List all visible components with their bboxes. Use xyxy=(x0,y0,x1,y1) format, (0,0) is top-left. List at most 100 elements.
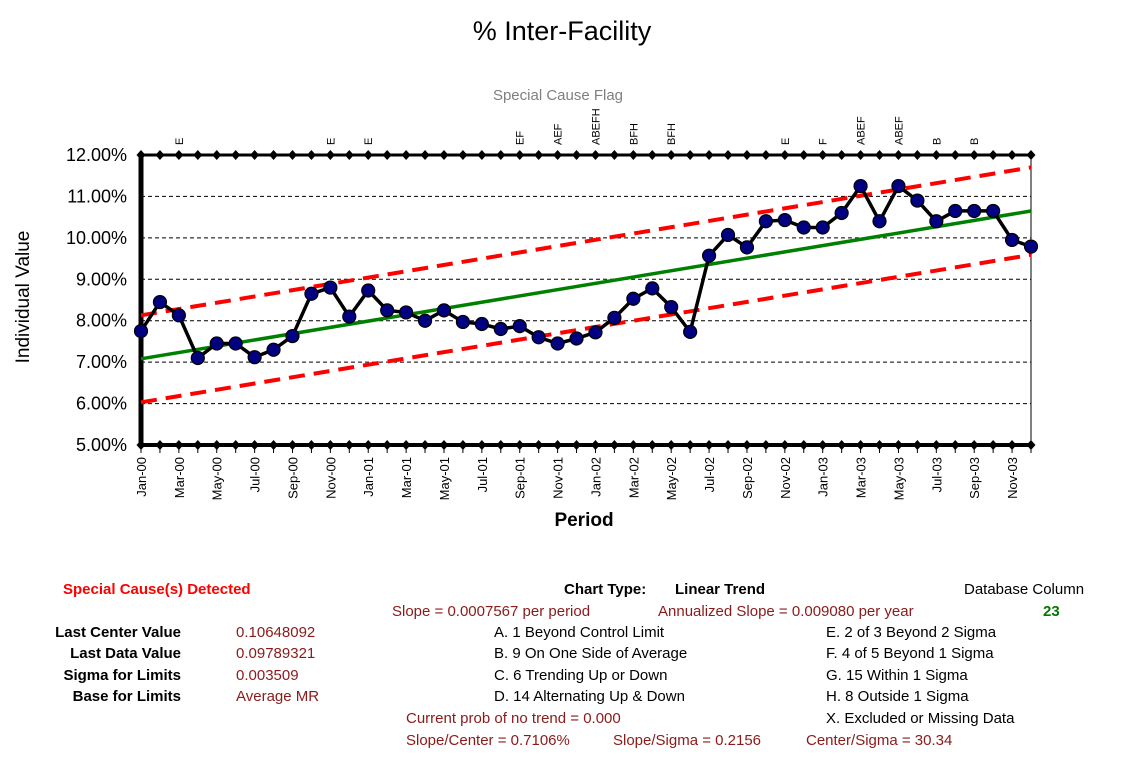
stat-label-last-data: Last Data Value xyxy=(70,645,181,662)
flag-marker xyxy=(344,150,354,160)
stat-value-last-data: 0.09789321 xyxy=(236,645,316,662)
x-tick-label: Sep-00 xyxy=(285,457,300,499)
flag-marker xyxy=(856,150,866,160)
data-point xyxy=(872,214,887,229)
x-tick-label: May-00 xyxy=(210,457,225,500)
flag-marker xyxy=(837,150,847,160)
special-cause-flag: B xyxy=(931,138,943,145)
flag-marker xyxy=(382,150,392,160)
chart-title: % Inter-Facility xyxy=(473,16,652,46)
flag-marker xyxy=(912,150,922,160)
x-tick-label: Mar-00 xyxy=(172,457,187,498)
database-column-value: 23 xyxy=(1043,603,1060,620)
flag-marker xyxy=(439,150,449,160)
flag-marker xyxy=(401,150,411,160)
slope-sigma: Slope/Sigma = 0.2156 xyxy=(613,732,762,749)
data-point xyxy=(323,280,338,295)
data-point xyxy=(361,283,376,298)
y-tick-label: 9.00% xyxy=(76,269,127,289)
flag-marker xyxy=(685,150,695,160)
special-cause-flag: E xyxy=(325,138,337,145)
x-tick-label: May-02 xyxy=(664,457,679,500)
x-tick-label: Jul-00 xyxy=(248,457,263,492)
series-line xyxy=(139,182,1032,361)
flag-marker xyxy=(553,150,563,160)
data-point xyxy=(834,205,849,221)
flag-marker xyxy=(250,150,260,160)
flag-marker xyxy=(704,150,714,160)
data-point xyxy=(683,324,698,339)
data-point xyxy=(399,305,414,320)
x-tick-label: Jul-01 xyxy=(475,457,490,492)
y-tick-label: 11.00% xyxy=(67,186,127,206)
flag-marker xyxy=(287,150,297,160)
annualized-slope-text: Annualized Slope = 0.009080 per year xyxy=(658,603,914,620)
flag-marker xyxy=(628,150,638,160)
flag-marker xyxy=(666,150,676,160)
x-tick-label: Mar-03 xyxy=(854,457,869,498)
data-point xyxy=(512,319,527,334)
x-tick-label: Nov-03 xyxy=(1005,457,1020,499)
data-point xyxy=(493,321,508,337)
stat-label-sigma: Sigma for Limits xyxy=(63,667,181,684)
flag-marker xyxy=(931,150,941,160)
data-point xyxy=(266,342,281,357)
y-tick-label: 12.00% xyxy=(66,145,127,165)
x-tick-label: Jan-00 xyxy=(134,457,149,497)
special-cause-flag: BFH xyxy=(666,123,678,145)
data-point xyxy=(152,294,168,310)
x-axis-label: Period xyxy=(554,510,613,531)
flag-marker xyxy=(572,150,582,160)
flag-marker xyxy=(780,150,790,160)
flag-marker xyxy=(799,150,809,160)
rule-e: E. 2 of 3 Beyond 2 Sigma xyxy=(826,624,997,641)
data-point xyxy=(815,220,830,235)
rule-a: A. 1 Beyond Control Limit xyxy=(494,624,665,641)
stat-value-base: Average MR xyxy=(236,688,320,705)
rule-x: X. Excluded or Missing Data xyxy=(826,710,1015,727)
y-axis-label: Individual Value xyxy=(13,231,34,364)
data-point xyxy=(550,336,565,351)
slope-center: Slope/Center = 0.7106% xyxy=(406,732,570,749)
center-sigma: Center/Sigma = 30.34 xyxy=(806,732,953,749)
data-point xyxy=(190,350,205,366)
flag-marker xyxy=(477,150,487,160)
special-cause-flag: ABEF xyxy=(893,116,905,145)
data-point xyxy=(474,316,489,332)
data-point xyxy=(701,248,717,263)
data-point xyxy=(948,203,963,219)
rule-h: H. 8 Outside 1 Sigma xyxy=(826,688,969,705)
special-cause-flag-caption: Special Cause Flag xyxy=(493,87,623,104)
data-point xyxy=(720,227,736,243)
special-cause-flag: E xyxy=(363,138,375,145)
flag-marker xyxy=(231,150,241,160)
flag-marker xyxy=(420,150,430,160)
data-point xyxy=(758,214,773,229)
stat-label-last-center: Last Center Value xyxy=(55,624,181,641)
data-point xyxy=(1004,232,1020,248)
data-point xyxy=(247,350,262,365)
control-chart: % Inter-Facility Special Cause Flag Indi… xyxy=(13,16,1039,531)
flag-marker xyxy=(155,150,165,160)
special-cause-flag: EF xyxy=(515,131,527,145)
y-tick-label: 10.00% xyxy=(66,228,127,248)
flag-marker xyxy=(458,150,468,160)
x-tick-label: Jul-02 xyxy=(702,457,717,492)
special-cause-flag: E xyxy=(780,138,792,145)
stat-label-base: Base for Limits xyxy=(72,688,181,705)
flag-marker xyxy=(742,150,752,160)
data-point xyxy=(796,220,811,235)
data-point xyxy=(342,309,357,324)
flag-marker xyxy=(515,150,525,160)
x-tick-label: Sep-02 xyxy=(740,457,755,499)
flag-marker xyxy=(325,150,335,160)
special-cause-flag: BFH xyxy=(628,123,640,145)
special-cause-detected: Special Cause(s) Detected xyxy=(63,581,251,598)
data-point xyxy=(455,314,471,330)
rule-b: B. 9 On One Side of Average xyxy=(494,645,688,662)
x-tick-label: Sep-01 xyxy=(513,457,528,499)
flag-marker xyxy=(496,150,506,160)
special-cause-flag: F xyxy=(818,138,830,145)
upper-control-limit xyxy=(140,165,1032,318)
stat-value-sigma: 0.003509 xyxy=(236,667,299,684)
